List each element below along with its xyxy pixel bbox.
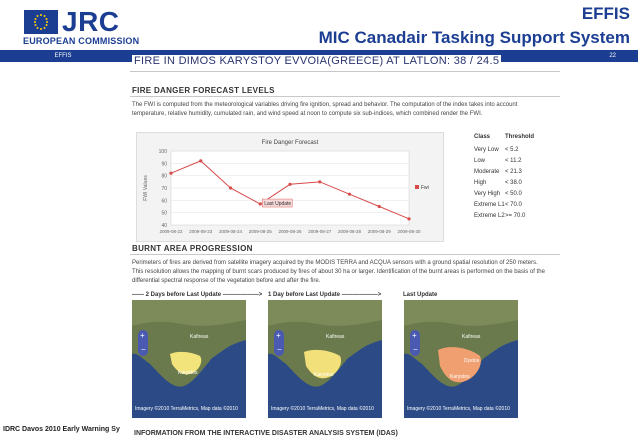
burnt-text-line: Perimeters of fires are derived from sat… — [132, 260, 538, 266]
map-image — [268, 300, 382, 418]
progression-label-1: —— 2 Days before Last Update ——————> — [132, 292, 263, 298]
data-point — [318, 180, 322, 184]
map-place-label: Karystos — [450, 374, 470, 380]
fire-danger-text-line: temperature, relative humidity, cumulate… — [132, 111, 483, 117]
threshold-header: Threshold — [505, 134, 535, 140]
x-tick-label: 2009-08-25 — [249, 229, 273, 234]
class-threshold: >= 70.0 — [505, 213, 526, 219]
class-name: High — [474, 180, 487, 186]
page-title: FIRE IN DIMOS KARYSTOY EVVOIA(GREECE) AT… — [132, 55, 502, 67]
divider — [130, 71, 560, 72]
org-name: EUROPEAN COMMISSION — [23, 36, 140, 46]
x-tick-label: 2009-08-27 — [308, 229, 332, 234]
map-place-label: Kafireas — [462, 334, 481, 340]
fire-danger-text: The FWI is computed from the meteorologi… — [132, 101, 562, 119]
map-image — [132, 300, 246, 418]
map-credit: Imagery ©2010 TerraMetrics, Map data ©20… — [271, 406, 374, 412]
fire-danger-chart-svg: 40 50 60 70 80 90 100 2009-08-22 2009-08-23 2009-… — [143, 140, 429, 234]
fire-danger-heading: FIRE DANGER FORECAST LEVELS — [132, 86, 275, 95]
divider — [130, 254, 560, 255]
class-name: Moderate — [474, 169, 500, 175]
y-tick-label: 60 — [161, 198, 167, 204]
zoom-out-button[interactable]: − — [413, 345, 418, 354]
slide-title: MIC Canadair Tasking Support System — [318, 28, 630, 47]
zoom-in-button[interactable]: + — [412, 331, 417, 340]
x-tick-label: 2009-08-23 — [189, 229, 213, 234]
page-number: 22 — [609, 53, 616, 59]
data-point — [377, 204, 381, 209]
class-name: Low — [474, 158, 486, 164]
chart-title: Fire Danger Forecast — [262, 140, 319, 146]
jrc-logo: JRC — [62, 6, 120, 37]
map-place-label: Dystos — [464, 358, 480, 364]
zoom-in-button[interactable]: + — [140, 331, 145, 340]
burnt-area-text: Perimeters of fires are derived from sat… — [132, 259, 562, 286]
annotation-box — [262, 198, 293, 208]
data-point — [228, 186, 233, 190]
zoom-control[interactable] — [274, 330, 284, 356]
zoom-control[interactable] — [138, 330, 148, 356]
class-name: Extreme L1 — [474, 202, 505, 208]
zoom-in-button[interactable]: + — [276, 331, 281, 340]
progression-label-2: 1 Day before Last Update ——————> — [268, 292, 382, 298]
y-tick-label: 50 — [161, 211, 167, 217]
y-axis-label: FWI Values — [143, 175, 149, 201]
burnt-map-1day[interactable]: + − Kafireas Karystos Imagery ©2010 Terr… — [268, 300, 382, 418]
map-credit: Imagery ©2010 TerraMetrics, Map data ©20… — [135, 406, 238, 412]
x-tick-label: 2009-08-28 — [338, 229, 362, 234]
x-tick-label: 2009-08-26 — [278, 229, 302, 234]
data-point — [347, 192, 352, 196]
footer-text: IDRC Davos 2010 Early Warning Sy — [3, 426, 120, 433]
map-place-label: Karystos — [314, 372, 334, 378]
map-place-label: Karystos — [178, 370, 198, 376]
class-threshold: < 5.2 — [505, 147, 519, 153]
map-credit: Imagery ©2010 TerraMetrics, Map data ©20… — [407, 406, 510, 412]
data-point — [169, 171, 173, 175]
next-section-heading: INFORMATION FROM THE INTERACTIVE DISASTE… — [134, 430, 398, 437]
zoom-control[interactable] — [410, 330, 420, 356]
progression-label-3: Last Update — [403, 292, 438, 298]
y-tick-label: 70 — [161, 186, 167, 192]
eu-flag-icon — [24, 10, 58, 34]
x-tick-label: 2009-08-22 — [159, 229, 183, 234]
map-image — [404, 300, 518, 418]
divider — [130, 96, 560, 97]
zoom-out-button[interactable]: − — [277, 345, 282, 354]
class-threshold: < 21.3 — [505, 169, 522, 175]
class-name: Extreme L2 — [474, 213, 505, 219]
data-point — [407, 217, 411, 221]
legend-swatch — [415, 185, 419, 189]
burnt-text-line: differential spectral response of the ve… — [132, 278, 321, 284]
data-point — [288, 182, 292, 186]
burnt-text-line: This resolution allows the mapping of bu… — [132, 269, 545, 275]
x-tick-label: 2009-08-29 — [368, 229, 392, 234]
class-name: Very Low — [474, 147, 499, 153]
y-tick-label: 80 — [161, 174, 167, 180]
annotation-label: Last Update — [264, 201, 291, 207]
legend-label: Fwi — [421, 185, 429, 191]
effis-title: EFFIS — [581, 4, 630, 23]
y-tick-label: 100 — [159, 149, 168, 155]
burnt-map-2days[interactable]: + − Kafireas Karystos Imagery ©2010 Terr… — [132, 300, 246, 418]
class-threshold: < 11.2 — [505, 158, 522, 164]
burnt-area-heading: BURNT AREA PROGRESSION — [132, 244, 253, 253]
data-point — [258, 202, 262, 206]
x-tick-label: 2009-08-30 — [397, 229, 421, 234]
data-point — [199, 159, 203, 163]
y-tick-label: 90 — [161, 161, 167, 167]
effis-subtag: EFFIS — [0, 50, 126, 62]
fire-danger-chart: 40 50 60 70 80 90 100 2009-08-22 2009-08-23 2009-… — [136, 132, 444, 242]
zoom-out-button[interactable]: − — [141, 345, 146, 354]
fire-danger-text-line: The FWI is computed from the meteorologi… — [132, 102, 518, 108]
x-tick-label: 2009-08-24 — [219, 229, 243, 234]
class-name: Very High — [474, 191, 501, 197]
class-threshold: < 50.0 — [505, 191, 522, 197]
class-header: Class — [474, 134, 491, 140]
map-place-label: Kafireas — [326, 334, 345, 340]
class-threshold: < 70.0 — [505, 202, 522, 208]
burnt-map-last[interactable]: + − Kafireas Dystos Karystos Imagery ©20… — [404, 300, 518, 418]
y-tick-label: 40 — [161, 223, 167, 229]
class-threshold: < 38.0 — [505, 180, 522, 186]
map-place-label: Kafireas — [190, 334, 209, 340]
